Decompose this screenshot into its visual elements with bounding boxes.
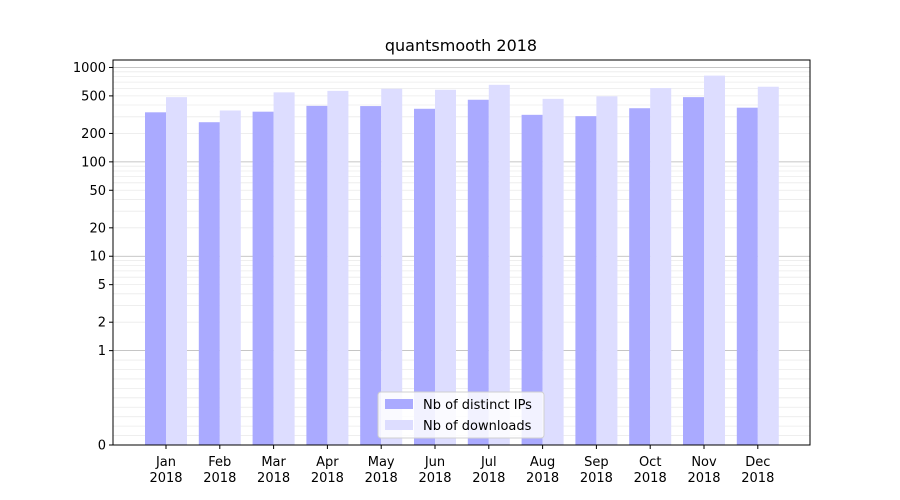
legend: Nb of distinct IPs Nb of downloads bbox=[377, 391, 545, 439]
legend-label: Nb of downloads bbox=[423, 419, 532, 434]
bar-distinct-ips bbox=[414, 108, 435, 446]
bar-downloads bbox=[542, 98, 564, 445]
x-tick-label: May 2018 bbox=[365, 455, 398, 486]
bar-downloads bbox=[219, 110, 241, 445]
bar-distinct-ips bbox=[306, 105, 328, 445]
bars bbox=[145, 75, 779, 446]
bar-downloads bbox=[435, 89, 456, 445]
bar-distinct-ips bbox=[252, 111, 274, 446]
x-tick-label: Nov 2018 bbox=[687, 455, 720, 486]
chart-title: quantsmooth 2018 bbox=[385, 36, 537, 55]
x-tick-label: Dec 2018 bbox=[741, 455, 774, 486]
bar-distinct-ips bbox=[629, 108, 651, 445]
x-tick-label: Jul 2018 bbox=[472, 455, 505, 486]
y-axis: 0 1 2 5 10 20 50 100 200 500 1000 bbox=[73, 61, 113, 454]
x-axis: Jan 2018 Feb 2018 Mar 2018 Apr 2018 May 2018 Jun 20… bbox=[149, 445, 774, 486]
bar-downloads bbox=[757, 86, 779, 445]
x-tick-label: Mar 2018 bbox=[257, 455, 290, 486]
y-tick-label: 500 bbox=[81, 89, 106, 104]
bar-distinct-ips bbox=[521, 114, 543, 446]
x-tick-label: Feb 2018 bbox=[203, 455, 236, 486]
y-tick-label: 1 bbox=[98, 344, 106, 359]
bar-distinct-ips bbox=[575, 116, 597, 446]
bar-downloads bbox=[166, 97, 187, 445]
x-tick-label: Sep 2018 bbox=[580, 455, 613, 486]
y-tick-label: 200 bbox=[81, 127, 106, 142]
x-tick-label: Jun 2018 bbox=[418, 455, 451, 486]
y-tick-label: 20 bbox=[89, 221, 106, 236]
bar-downloads bbox=[381, 88, 403, 445]
bar-distinct-ips bbox=[736, 107, 758, 445]
bar-downloads bbox=[273, 92, 295, 445]
bar-downloads bbox=[327, 90, 349, 446]
bar-downloads bbox=[704, 75, 725, 445]
legend-label: Nb of distinct IPs bbox=[423, 398, 532, 413]
bar-downloads bbox=[596, 96, 618, 445]
legend-box bbox=[377, 391, 545, 439]
plot-frame bbox=[112, 59, 811, 446]
y-tick-label: 1000 bbox=[73, 61, 106, 76]
y-tick-label: 2 bbox=[98, 316, 106, 331]
legend-swatch bbox=[385, 399, 413, 409]
bar-distinct-ips bbox=[198, 122, 220, 445]
bar-distinct-ips bbox=[467, 99, 489, 445]
y-tick-label: 0 bbox=[98, 439, 106, 454]
x-tick-label: Jan 2018 bbox=[149, 455, 182, 486]
y-tick-label: 5 bbox=[98, 278, 106, 293]
bar-downloads bbox=[650, 88, 672, 445]
bar-distinct-ips bbox=[360, 106, 382, 445]
bar-distinct-ips bbox=[683, 97, 704, 445]
y-tick-label: 10 bbox=[89, 250, 106, 265]
bar-distinct-ips bbox=[145, 112, 166, 446]
bar-downloads bbox=[488, 84, 510, 445]
x-tick-label: Aug 2018 bbox=[526, 455, 559, 486]
x-tick-label: Apr 2018 bbox=[311, 455, 344, 486]
y-tick-label: 100 bbox=[81, 155, 106, 170]
x-tick-label: Oct 2018 bbox=[634, 455, 667, 486]
legend-swatch bbox=[385, 420, 413, 430]
y-tick-label: 50 bbox=[89, 184, 106, 199]
